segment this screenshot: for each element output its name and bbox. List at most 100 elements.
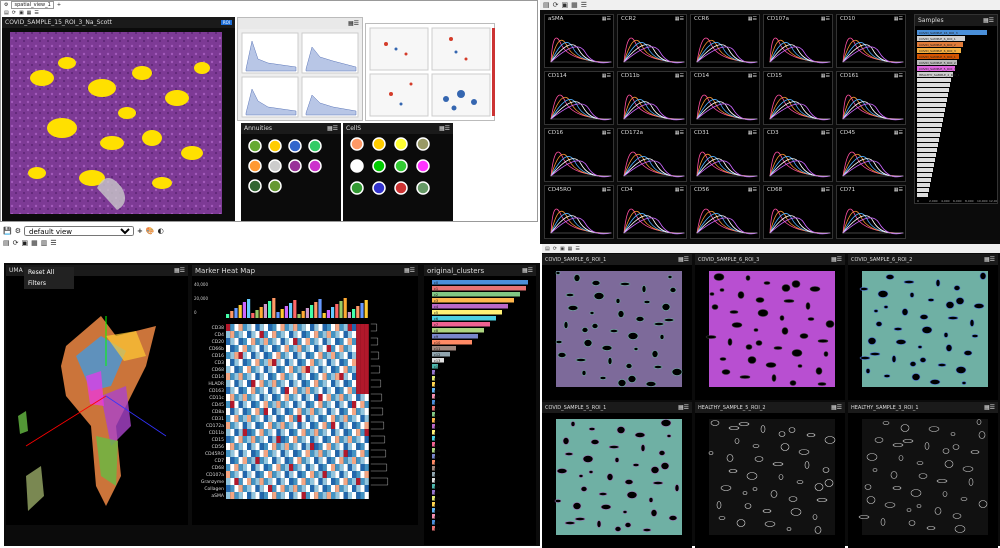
heatmap-cell [226,443,231,450]
plot-icons[interactable]: ▦☰ [674,187,684,193]
plot-icons[interactable]: ▦☰ [820,16,830,22]
grid-icon[interactable]: ▦ [571,1,578,9]
marker-plot[interactable]: CD56 ▦☰ [690,185,760,239]
grid-icon[interactable]: ▦ [26,10,32,16]
marker-plot[interactable]: CD16 ▦☰ [544,128,614,182]
plot-icons[interactable]: ▦☰ [893,16,903,22]
plot-icons[interactable]: ▦☰ [893,73,903,79]
roi-view[interactable]: COVID_SAMPLE_5_ROI_1 ▦☰ [542,402,692,548]
image-icon[interactable]: ▣ [18,10,24,16]
marker-plot[interactable]: CD3 ▦☰ [763,128,833,182]
plus-icon[interactable]: + [56,2,62,8]
chart-icon[interactable]: ▤ [545,245,550,252]
marker-plot[interactable]: CD45 ▦☰ [836,128,906,182]
legend-right-dots[interactable] [343,134,453,220]
plot-icons[interactable]: ▦☰ [601,73,611,79]
panel-icons[interactable]: ▦☰ [830,256,842,263]
plot-icons[interactable]: ▦☰ [747,16,757,22]
panel-icons[interactable]: ▦☰ [983,404,995,411]
image-icon[interactable]: ▣ [559,245,565,252]
panel-icons[interactable]: ▦☰ [677,256,689,263]
image-icon[interactable]: ▣ [21,238,29,247]
panel-icons[interactable]: ▦☰ [983,256,995,263]
samples-chart[interactable]: COVID_SAMPLE_16_ROI_3 COVID_SAMPLE_6_ROI_… [915,26,997,204]
heatmap-cell [280,436,285,443]
heatmap-cell [284,422,289,429]
plot-icons[interactable]: ▦☰ [674,130,684,136]
chart-icon[interactable]: ▤ [4,10,9,16]
gear-icon[interactable]: ⚙ [4,2,9,8]
marker-plot[interactable]: CD172a ▦☰ [617,128,687,182]
palette-icon[interactable]: 🎨 [145,227,155,235]
marker-plot[interactable]: CD4 ▦☰ [617,185,687,239]
grid-icon[interactable]: ▦ [567,245,573,252]
roi-view[interactable]: COVID_SAMPLE_6_ROI_1 ▦☰ [542,254,692,400]
marker-plot[interactable]: CCR6 ▦☰ [690,14,760,68]
legend-left-dots[interactable] [241,134,341,220]
marker-plot[interactable]: CD14 ▦☰ [690,71,760,125]
plot-icons[interactable]: ▦☰ [893,187,903,193]
reset-all-item[interactable]: Reset All [28,269,55,276]
plot-icons[interactable]: ▦☰ [820,73,830,79]
list-icon[interactable]: ☰ [34,10,39,16]
view-select[interactable]: default view [24,226,134,236]
refresh-icon[interactable]: ⟳ [12,238,19,247]
clusters-chart[interactable]: c0 c1 c2 c3 c4 c5 c6 c7 c8 c9 c10 c11 c12 c13 c14 c15 c1… [424,276,536,544]
save-icon[interactable]: 💾 [3,227,12,235]
plot-icons[interactable]: ▦☰ [747,130,757,136]
heatmap-cell [230,352,235,359]
plot-icons[interactable]: ▦☰ [601,16,611,22]
bar-chart-icon[interactable]: ▥ [40,238,48,247]
refresh-icon[interactable]: ⟳ [552,1,559,9]
panel-icons[interactable]: ▦☰ [830,404,842,411]
marker-plot[interactable]: CD68 ▦☰ [763,185,833,239]
grid-icon[interactable]: ▦ [31,238,38,247]
marker-plot[interactable]: CD114 ▦☰ [544,71,614,125]
list-icon[interactable]: ☰ [50,238,57,247]
roi-view[interactable]: HEALTHY_SAMPLE_3_ROI_1 ▦☰ [848,402,998,548]
chart-icon[interactable]: ▤ [543,1,550,9]
umap-plot[interactable] [6,276,188,524]
marker-plot[interactable]: CD15 ▦☰ [763,71,833,125]
filters-item[interactable]: Filters [28,280,46,287]
gear-icon[interactable]: ⚙ [14,227,21,235]
panel-icons[interactable]: ▦☰ [347,20,359,27]
view-select[interactable]: spatial_view_1 [11,1,54,9]
plot-icons[interactable]: ▦☰ [674,73,684,79]
refresh-icon[interactable]: ⟳ [11,10,16,16]
marker-plot[interactable]: CD161 ▦☰ [836,71,906,125]
roi-view[interactable]: COVID_SAMPLE_6_ROI_3 ▦☰ [695,254,845,400]
list-icon[interactable]: ☰ [575,245,580,252]
plot-icons[interactable]: ▦☰ [893,130,903,136]
marker-plot[interactable]: CCR2 ▦☰ [617,14,687,68]
heatmap-chart[interactable]: 40,00020,0000CD38CD4CD20CD66bCD16CD3CD68… [192,276,418,524]
image-icon[interactable]: ▣ [561,1,569,9]
tissue-image[interactable] [2,28,235,221]
heatmap-cell [360,324,365,331]
heatmap-cell [268,415,273,422]
list-icon[interactable]: ☰ [580,1,588,9]
plot-icons[interactable]: ▦☰ [820,130,830,136]
cluster-label: c27 [434,443,440,447]
roi-view[interactable]: HEALTHY_SAMPLE_5_ROI_2 ▦☰ [695,402,845,548]
marker-plot[interactable]: CD11b ▦☰ [617,71,687,125]
plus-icon[interactable]: + [137,227,143,235]
plot-icons[interactable]: ▦☰ [820,187,830,193]
heatmap-cell [335,436,340,443]
refresh-icon[interactable]: ⟳ [552,245,557,252]
marker-plot[interactable]: aSMA ▦☰ [544,14,614,68]
contrast-icon[interactable]: ◐ [157,227,164,235]
panel-icons[interactable]: ▦☰ [677,404,689,411]
plot-icons[interactable]: ▦☰ [601,130,611,136]
marker-plot[interactable]: CD31 ▦☰ [690,128,760,182]
roi-view[interactable]: COVID_SAMPLE_6_ROI_2 ▦☰ [848,254,998,400]
plot-icons[interactable]: ▦☰ [674,16,684,22]
plot-icons[interactable]: ▦☰ [747,73,757,79]
marker-plot[interactable]: CD71 ▦☰ [836,185,906,239]
marker-plot[interactable]: CD45RO ▦☰ [544,185,614,239]
marker-plot[interactable]: CD107a ▦☰ [763,14,833,68]
marker-plot[interactable]: CD10 ▦☰ [836,14,906,68]
plot-icons[interactable]: ▦☰ [747,187,757,193]
chart-icon[interactable]: ▤ [3,238,10,247]
plot-icons[interactable]: ▦☰ [601,187,611,193]
